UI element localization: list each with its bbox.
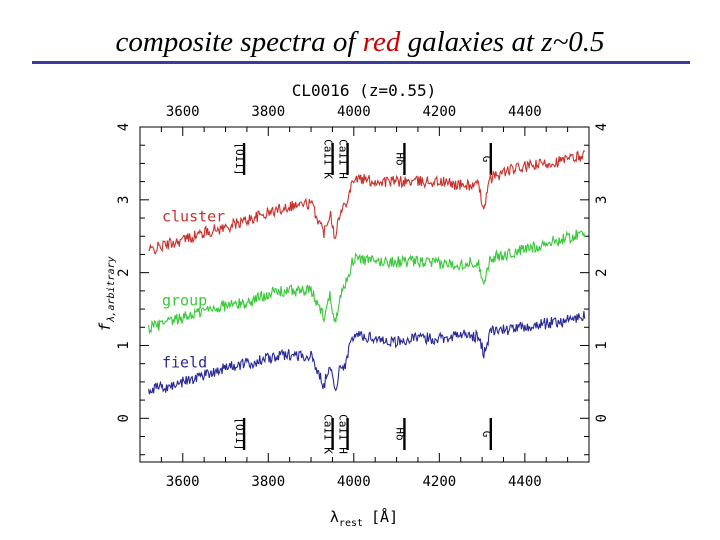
title-underline bbox=[32, 61, 690, 64]
y-tick-label-right: 4 bbox=[594, 123, 610, 131]
legend-label-group: group bbox=[162, 291, 207, 309]
title-part-2: galaxies at z~0.5 bbox=[400, 26, 605, 58]
series-group bbox=[148, 229, 586, 335]
x-tick-label-top: 4000 bbox=[337, 104, 371, 120]
x-tick-label-bottom: 4400 bbox=[508, 474, 542, 490]
feature-bottom-label: [OII] bbox=[233, 417, 246, 450]
x-tick-label-bottom: 3600 bbox=[166, 474, 200, 490]
feature-top-label: G bbox=[480, 156, 493, 163]
feature-bottom-label: CaII K bbox=[322, 414, 335, 454]
y-tick-label-left: 1 bbox=[116, 341, 132, 349]
title-part-1: composite spectra of bbox=[115, 26, 363, 58]
ticks: 3600360038003800400040004200420044004400… bbox=[116, 104, 610, 490]
x-axis-label-sub: rest bbox=[339, 518, 363, 529]
y-axis-label-sub: λ,arbitrary bbox=[106, 256, 117, 322]
y-tick-label-left: 4 bbox=[116, 123, 132, 131]
feature-top-label: [OII] bbox=[233, 142, 246, 175]
x-axis-label-unit: [Å] bbox=[371, 507, 398, 526]
x-tick-label-top: 4200 bbox=[422, 104, 456, 120]
title-highlight: red bbox=[362, 26, 401, 58]
y-tick-label-right: 2 bbox=[594, 268, 610, 276]
feature-markers: [OII] CaII K CaII H Hδ G[OII] CaII K CaII H Hδ G bbox=[233, 139, 493, 454]
y-tick-label-left: 2 bbox=[116, 268, 132, 276]
y-axis-label-main: f bbox=[96, 322, 114, 332]
slide-title: composite spectra of red galaxies at z~0… bbox=[0, 26, 720, 59]
series-lines bbox=[148, 150, 586, 395]
legend: cluster group field bbox=[162, 208, 225, 372]
y-tick-label-left: 3 bbox=[116, 196, 132, 204]
feature-bottom-label: CaII H bbox=[337, 414, 350, 454]
feature-bottom-label: Hδ bbox=[393, 427, 406, 440]
legend-label-field: field bbox=[162, 353, 207, 371]
x-tick-label-bottom: 4200 bbox=[422, 474, 456, 490]
feature-bottom-label: G bbox=[480, 431, 493, 438]
series-cluster bbox=[148, 150, 586, 255]
y-tick-label-right: 1 bbox=[594, 341, 610, 349]
chart-title: CL0016 (z=0.55) bbox=[292, 81, 437, 100]
feature-top-label: Hδ bbox=[393, 152, 406, 165]
x-tick-label-bottom: 4000 bbox=[337, 474, 371, 490]
y-tick-label-left: 0 bbox=[116, 414, 132, 422]
y-axis-label: fλ,arbitrary bbox=[96, 256, 117, 331]
y-tick-label-right: 0 bbox=[594, 414, 610, 422]
x-axis-label-main: λ bbox=[330, 508, 339, 526]
x-tick-label-top: 3800 bbox=[251, 104, 285, 120]
x-axis-label: λrest [Å] bbox=[330, 507, 398, 529]
x-tick-label-top: 4400 bbox=[508, 104, 542, 120]
legend-label-cluster: cluster bbox=[162, 208, 225, 226]
feature-top-label: CaII H bbox=[337, 139, 350, 179]
y-tick-label-right: 3 bbox=[594, 196, 610, 204]
plot-frame bbox=[139, 126, 590, 463]
feature-top-label: CaII K bbox=[322, 139, 335, 179]
x-tick-label-bottom: 3800 bbox=[251, 474, 285, 490]
x-tick-label-top: 3600 bbox=[166, 104, 200, 120]
series-field bbox=[148, 310, 586, 395]
